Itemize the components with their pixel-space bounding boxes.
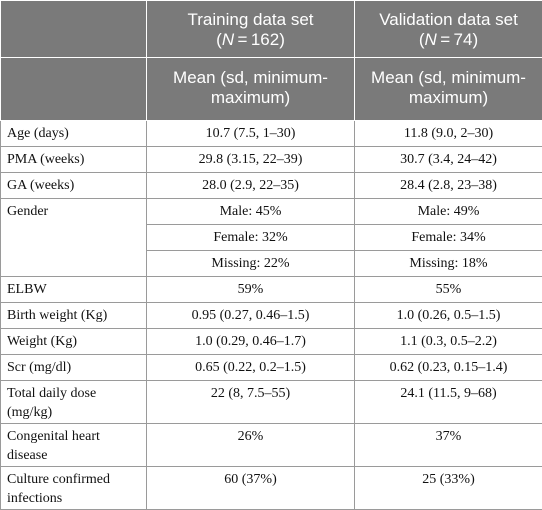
- row-label: Total daily dose (mg/kg): [1, 381, 147, 424]
- training-n-value: = 162): [234, 30, 285, 49]
- row-label: Scr (mg/dl): [1, 355, 147, 381]
- training-title: Training data set: [188, 10, 314, 29]
- validation-male: Male: 49%: [355, 199, 542, 225]
- row-label-gender: Gender: [1, 199, 147, 277]
- training-female: Female: 32%: [147, 225, 355, 251]
- validation-value: 0.62 (0.23, 0.15–1.4): [355, 355, 542, 381]
- table-row: Weight (Kg) 1.0 (0.29, 0.46–1.7) 1.1 (0.…: [1, 329, 542, 355]
- table-row: Scr (mg/dl) 0.65 (0.22, 0.2–1.5) 0.62 (0…: [1, 355, 542, 381]
- table-row: Total daily dose (mg/kg) 22 (8, 7.5–55) …: [1, 381, 542, 424]
- validation-missing: Missing: 18%: [355, 251, 542, 277]
- row-label: Age (days): [1, 121, 147, 147]
- table-row: PMA (weeks) 29.8 (3.15, 22–39) 30.7 (3.4…: [1, 147, 542, 173]
- validation-value: 28.4 (2.8, 23–38): [355, 173, 542, 199]
- table-row: Congenital heart disease 26% 37%: [1, 424, 542, 467]
- row-label: Congenital heart disease: [1, 424, 147, 467]
- table-row: ELBW 59% 55%: [1, 277, 542, 303]
- validation-header: Validation data set (N = 74): [355, 1, 542, 58]
- table-row: Culture confirmed infections 60 (37%) 25…: [1, 467, 542, 510]
- training-missing: Missing: 22%: [147, 251, 355, 277]
- header-corner-cell: [1, 1, 147, 58]
- table-row: GA (weeks) 28.0 (2.9, 22–35) 28.4 (2.8, …: [1, 173, 542, 199]
- gender-row-male: Gender Male: 45% Male: 49%: [1, 199, 542, 225]
- validation-value: 1.0 (0.26, 0.5–1.5): [355, 303, 542, 329]
- header-row-dataset: Training data set (N = 162) Validation d…: [1, 1, 542, 58]
- training-value: 1.0 (0.29, 0.46–1.7): [147, 329, 355, 355]
- validation-value: 1.1 (0.3, 0.5–2.2): [355, 329, 542, 355]
- training-value: 0.65 (0.22, 0.2–1.5): [147, 355, 355, 381]
- row-label: Culture confirmed infections: [1, 467, 147, 510]
- row-label: PMA (weeks): [1, 147, 147, 173]
- training-value: 28.0 (2.9, 22–35): [147, 173, 355, 199]
- training-value: 10.7 (7.5, 1–30): [147, 121, 355, 147]
- validation-n-var: N: [425, 30, 437, 49]
- training-value: 26%: [147, 424, 355, 467]
- validation-value: 30.7 (3.4, 24–42): [355, 147, 542, 173]
- training-n-var: N: [222, 30, 234, 49]
- training-stat-label: Mean (sd, minimum-maximum): [147, 58, 355, 121]
- row-label: Weight (Kg): [1, 329, 147, 355]
- table-row: Age (days) 10.7 (7.5, 1–30) 11.8 (9.0, 2…: [1, 121, 542, 147]
- row-label: ELBW: [1, 277, 147, 303]
- training-value: 59%: [147, 277, 355, 303]
- header-corner-cell-2: [1, 58, 147, 121]
- validation-stat-label: Mean (sd, minimum-maximum): [355, 58, 542, 121]
- training-male: Male: 45%: [147, 199, 355, 225]
- row-label: GA (weeks): [1, 173, 147, 199]
- header-row-stat: Mean (sd, minimum-maximum) Mean (sd, min…: [1, 58, 542, 121]
- validation-female: Female: 34%: [355, 225, 542, 251]
- validation-n-value: = 74): [437, 30, 478, 49]
- validation-value: 25 (33%): [355, 467, 542, 510]
- training-value: 60 (37%): [147, 467, 355, 510]
- row-label: Birth weight (Kg): [1, 303, 147, 329]
- training-value: 29.8 (3.15, 22–39): [147, 147, 355, 173]
- training-header: Training data set (N = 162): [147, 1, 355, 58]
- training-value: 22 (8, 7.5–55): [147, 381, 355, 424]
- validation-value: 11.8 (9.0, 2–30): [355, 121, 542, 147]
- validation-value: 55%: [355, 277, 542, 303]
- validation-title: Validation data set: [379, 10, 518, 29]
- table-row: Birth weight (Kg) 0.95 (0.27, 0.46–1.5) …: [1, 303, 542, 329]
- validation-value: 37%: [355, 424, 542, 467]
- validation-value: 24.1 (11.5, 9–68): [355, 381, 542, 424]
- training-value: 0.95 (0.27, 0.46–1.5): [147, 303, 355, 329]
